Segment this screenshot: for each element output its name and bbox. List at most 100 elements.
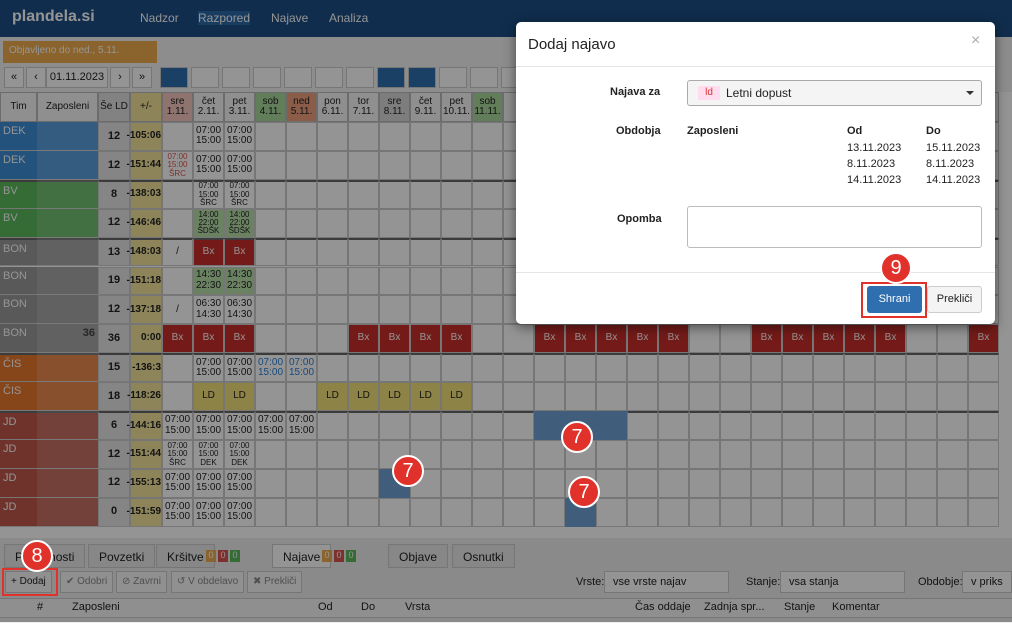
shift-cell [534,439,565,469]
tab[interactable]: Objave [388,544,449,568]
shift-cell [658,353,689,383]
tool-button[interactable] [222,67,250,88]
employee-cell [37,179,98,209]
nav-button[interactable]: » [132,67,152,88]
tab[interactable]: Kršitve [156,544,215,568]
date-input[interactable]: 01.11.2023 [46,67,108,88]
nav-button[interactable]: › [110,67,130,88]
shift-cell [720,497,751,527]
ld-cell: 6 [98,411,130,440]
tool-button[interactable] [470,67,498,88]
field-label: Opomba [617,213,662,225]
shift-cell: 07:00 15:00 [193,150,224,180]
shift-cell [503,468,534,498]
day-name: tor [357,95,370,107]
shift-cell: 07:00 15:00 [193,411,224,440]
field-label: Obdobja [616,125,661,137]
column-header: Do [361,601,376,613]
tool-button[interactable] [377,67,405,88]
tab[interactable]: Najave [272,544,332,568]
action-button[interactable]: ✔ Odobri [60,571,114,593]
ld-cell: 19 [98,266,130,296]
shift-cell [751,468,782,498]
shift-cell [844,497,875,527]
balance-cell: -148:03 [127,237,162,267]
team-cell: BV [0,179,37,209]
tool-button[interactable] [284,67,312,88]
filter-select[interactable]: vse vrste najav [604,571,729,593]
shift-cell [565,353,596,383]
action-button[interactable]: ✖ Prekliči [247,571,303,593]
action-button[interactable]: ↺ V obdelavo [171,571,245,593]
shift-cell: Bx [658,324,689,354]
tool-button[interactable] [439,67,467,88]
team-cell: JD [0,468,37,498]
tool-button[interactable] [160,67,188,88]
nav-item[interactable]: Najave [271,11,309,25]
tool-button[interactable] [315,67,343,88]
nav-button[interactable]: ‹ [26,67,46,88]
shift-cell [720,382,751,411]
shift-cell: Bx [565,324,596,354]
shift-cell: / [162,295,193,325]
tool-button[interactable] [408,67,436,88]
shift-cell [782,497,813,527]
column-header: # [37,601,44,613]
shift-cell [317,266,348,296]
shift-cell [689,324,720,354]
nav-item[interactable]: Razpored [198,11,251,25]
type-badge: ld [698,86,720,100]
shift-cell [844,353,875,383]
shift-cell [968,411,999,440]
tool-button[interactable] [346,67,374,88]
shift-cell: Bx [162,324,193,354]
action-button[interactable]: ⊘ Zavrni [116,571,167,593]
shift-cell [565,382,596,411]
shift-cell [348,179,379,209]
shift-cell [472,295,503,325]
badge: 0 [206,550,216,562]
tool-button[interactable] [253,67,281,88]
nav-item[interactable]: Analiza [329,11,369,25]
shift-cell [534,353,565,383]
shift-cell: LD [317,382,348,411]
shift-cell: / [162,237,193,267]
shift-cell [379,295,410,325]
balance-cell: -151:18 [127,266,162,296]
shift-cell [503,324,534,354]
shift-cell [255,439,286,469]
tool-button[interactable] [191,67,219,88]
column-header: Komentar [832,601,880,613]
save-button[interactable]: Shrani [867,286,922,313]
shift-cell [844,382,875,411]
note-textarea[interactable] [687,206,982,248]
shift-cell [968,353,999,383]
day-date: 9.11. [414,106,437,117]
modal-close[interactable]: × [971,32,981,49]
column-header: Stanje [784,601,816,613]
shift-cell [627,411,658,440]
shift-cell [751,439,782,469]
shift-cell: 07:00 15:00 [162,468,193,498]
shift-cell [441,353,472,383]
column-header: +/- [130,92,162,122]
day-date: 2.11. [197,106,220,117]
nav-button[interactable]: « [4,67,24,88]
nav-item[interactable]: Nadzor [140,11,179,25]
filter-select[interactable]: v priks [962,571,1012,593]
shift-cell [875,497,906,527]
filter-select[interactable]: vsa stanja [780,571,905,593]
cancel-button[interactable]: Prekliči [927,286,982,313]
team-cell: ČIS [0,382,37,411]
shift-cell: Bx [441,324,472,354]
day-header: čet 9.11. [410,92,441,122]
publish-button[interactable]: Objavljeno do ned., 5.11. [3,41,157,63]
shift-cell [689,497,720,527]
tab[interactable]: Povzetki [88,544,156,568]
type-select[interactable]: ld Letni dopust [687,80,982,106]
action-button[interactable]: + Dodaj [5,571,52,593]
shift-cell [410,150,441,180]
tab[interactable]: Osnutki [452,544,515,568]
shift-cell: Bx [348,324,379,354]
